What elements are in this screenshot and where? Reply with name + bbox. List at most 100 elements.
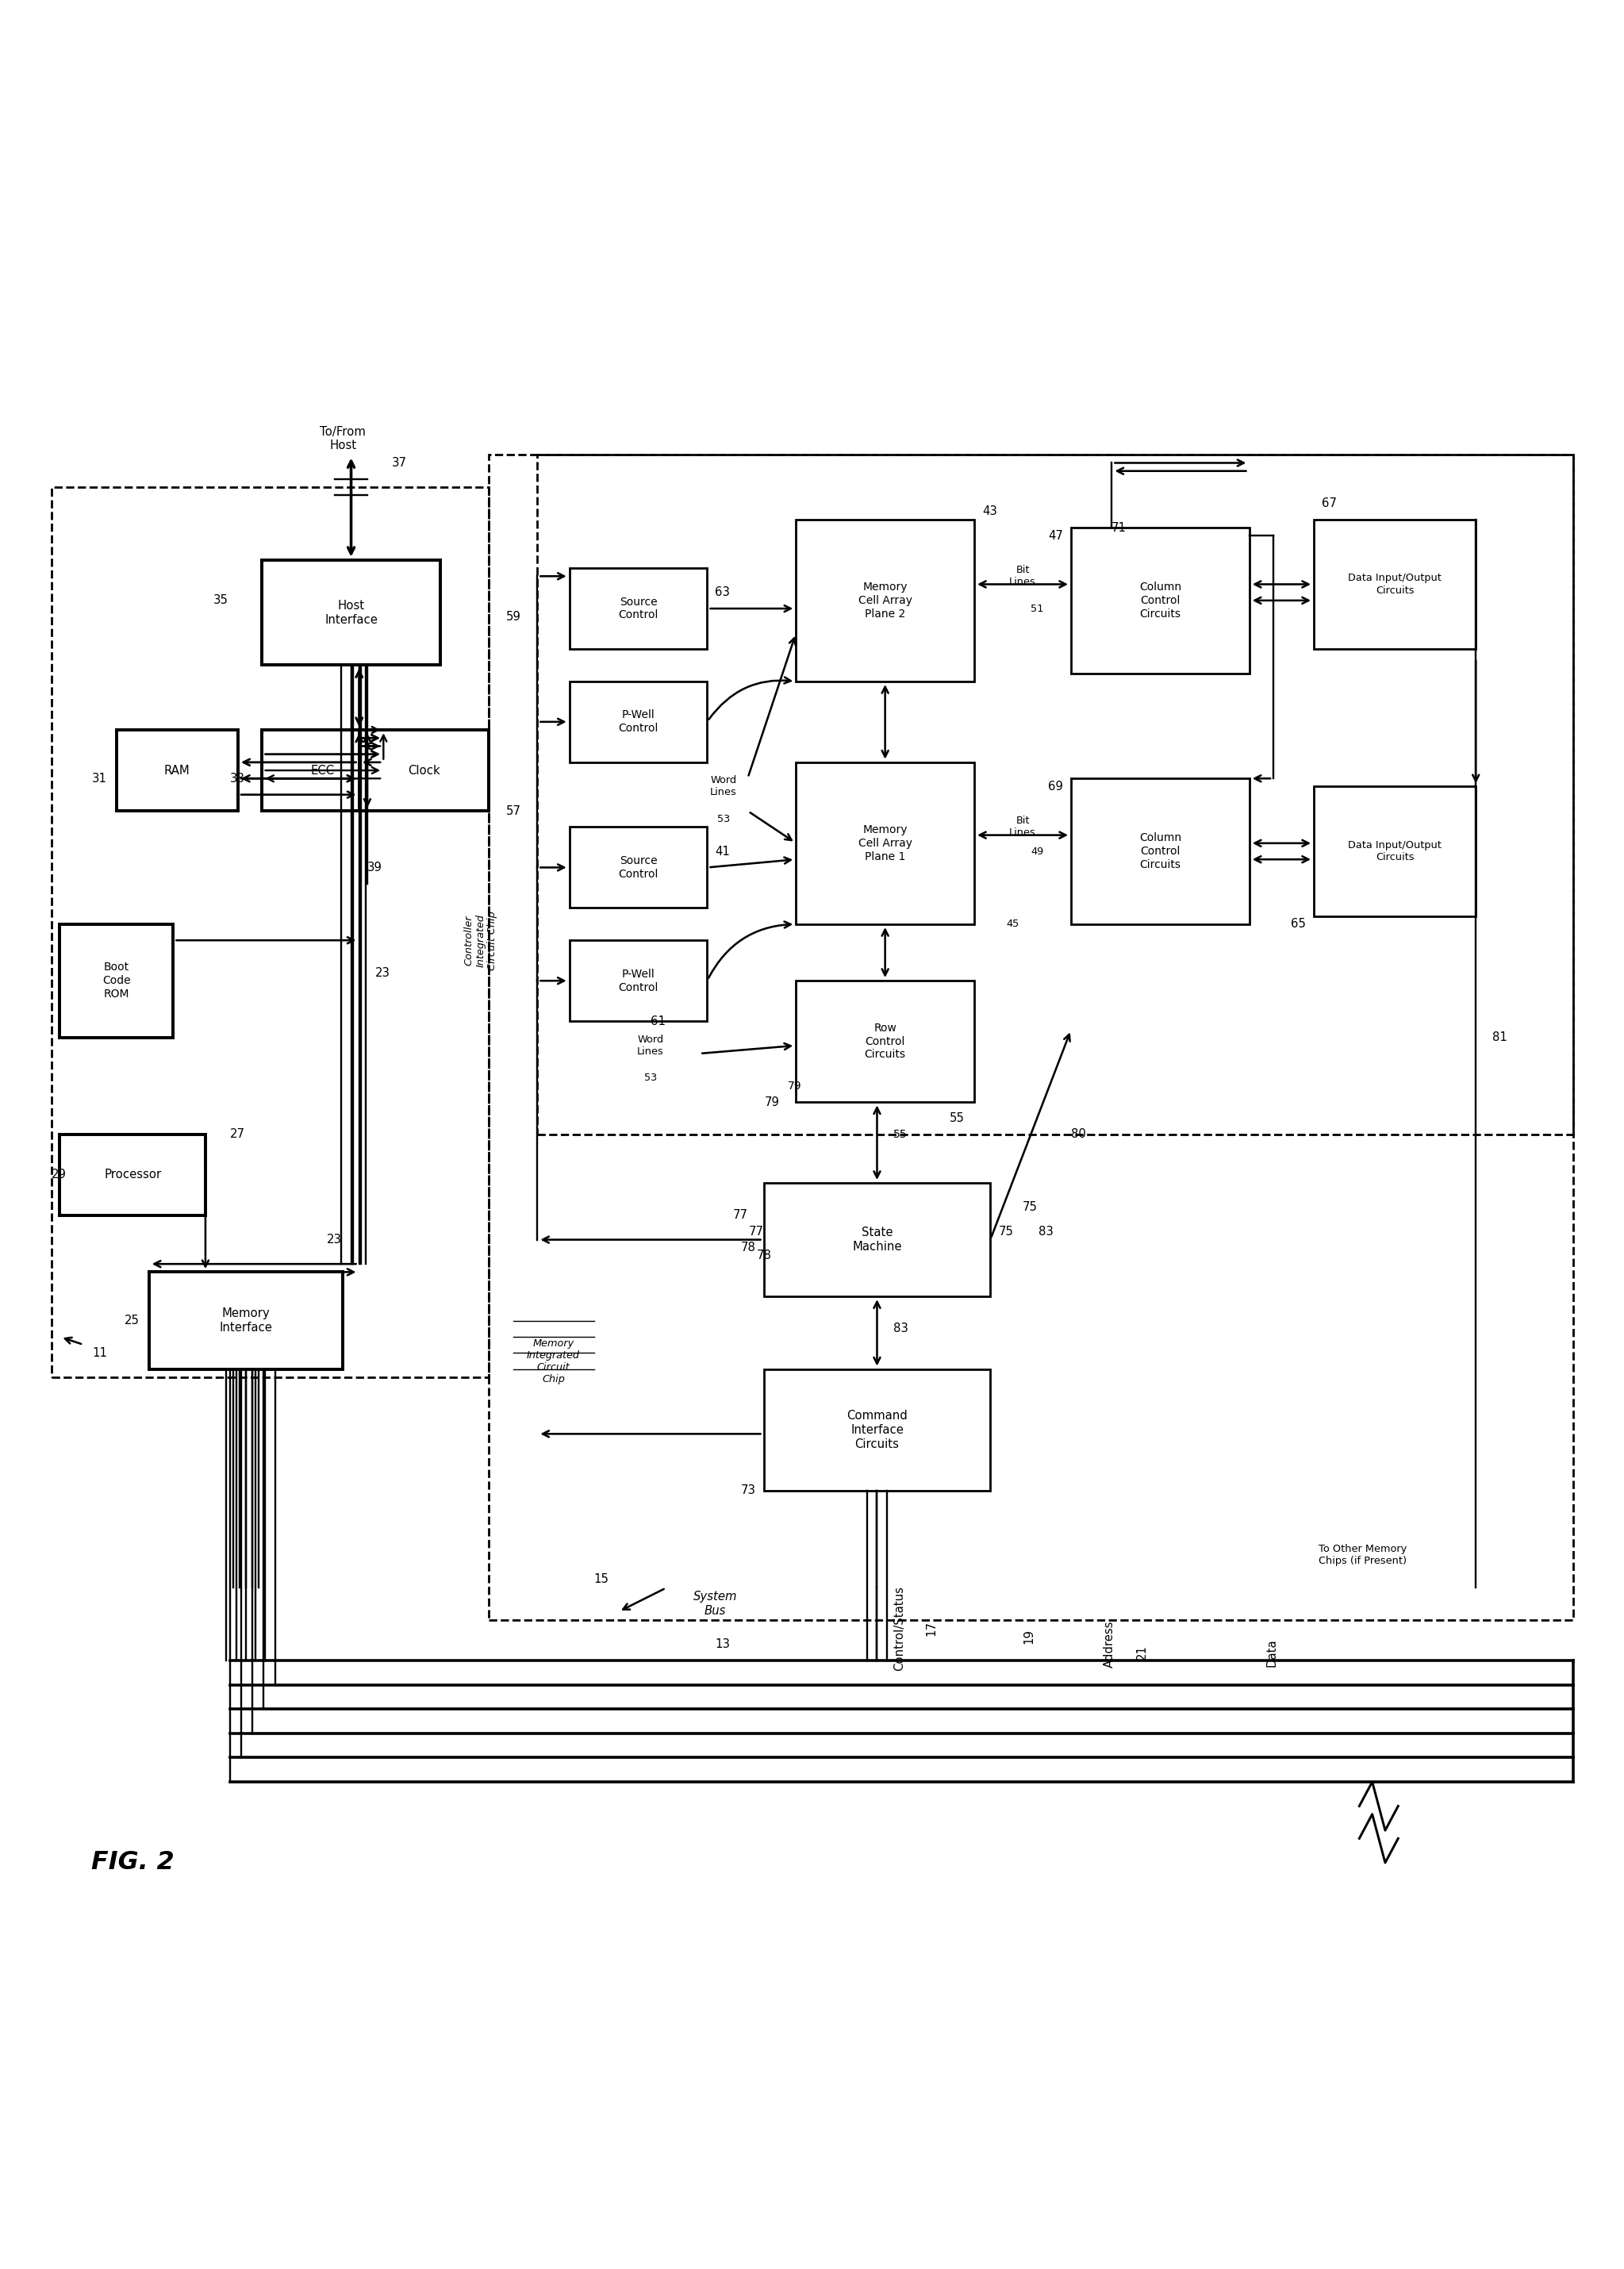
Text: Source
Control: Source Control: [619, 855, 658, 880]
Text: 73: 73: [741, 1484, 755, 1498]
Text: 61: 61: [650, 1014, 666, 1028]
Text: 75: 75: [999, 1225, 1013, 1237]
Bar: [796, 762, 974, 923]
Text: 29: 29: [52, 1169, 67, 1180]
Bar: [570, 939, 706, 1021]
Text: Column
Control
Circuits: Column Control Circuits: [1138, 581, 1181, 619]
Text: 83: 83: [1038, 1225, 1054, 1237]
Text: 81: 81: [1491, 1032, 1507, 1044]
Text: To/From
Host: To/From Host: [320, 427, 365, 452]
Text: 39: 39: [367, 862, 382, 874]
Text: 45: 45: [1007, 919, 1018, 930]
Bar: [117, 731, 237, 810]
Text: 11: 11: [93, 1348, 107, 1359]
Bar: [261, 731, 383, 810]
Text: 77: 77: [732, 1209, 747, 1221]
Text: Control/Status: Control/Status: [893, 1586, 905, 1670]
Bar: [763, 1182, 991, 1296]
Bar: [149, 1273, 343, 1368]
Text: P-Well
Control: P-Well Control: [619, 710, 658, 735]
Text: 53: 53: [716, 815, 729, 824]
Bar: [60, 1134, 205, 1216]
Text: 43: 43: [983, 506, 997, 517]
Text: 78: 78: [757, 1250, 771, 1262]
Bar: [538, 454, 1572, 1134]
Text: Host
Interface: Host Interface: [325, 599, 377, 626]
Text: 49: 49: [1030, 846, 1043, 855]
Bar: [1070, 778, 1249, 923]
Text: 77: 77: [749, 1225, 763, 1237]
Text: 47: 47: [1047, 529, 1062, 542]
Text: Memory
Interface: Memory Interface: [219, 1307, 273, 1334]
Text: 80: 80: [1070, 1128, 1086, 1141]
Bar: [489, 454, 1572, 1620]
Bar: [796, 520, 974, 681]
Text: 21: 21: [1135, 1645, 1148, 1661]
Text: Word
Lines: Word Lines: [710, 776, 736, 799]
Bar: [1314, 520, 1475, 649]
Text: 19: 19: [1021, 1629, 1034, 1643]
Text: Source
Control: Source Control: [619, 597, 658, 622]
Text: To Other Memory
Chips (if Present): To Other Memory Chips (if Present): [1319, 1545, 1406, 1566]
Bar: [763, 1368, 991, 1491]
Text: 55: 55: [893, 1130, 906, 1139]
Text: Bit
Lines: Bit Lines: [1009, 565, 1036, 588]
Bar: [570, 826, 706, 908]
Text: System
Bus: System Bus: [693, 1591, 737, 1616]
Text: 65: 65: [1291, 919, 1306, 930]
Text: 13: 13: [715, 1638, 731, 1650]
Bar: [52, 488, 489, 1377]
Text: Controller
Integrated
Circuit Chip: Controller Integrated Circuit Chip: [463, 910, 497, 969]
Text: 27: 27: [229, 1128, 245, 1141]
Text: Bit
Lines: Bit Lines: [1009, 817, 1036, 837]
Text: Data Input/Output
Circuits: Data Input/Output Circuits: [1348, 574, 1440, 594]
Text: Command
Interface
Circuits: Command Interface Circuits: [846, 1409, 908, 1450]
Text: 69: 69: [1047, 781, 1062, 792]
Text: 17: 17: [926, 1620, 937, 1636]
Bar: [1314, 787, 1475, 917]
Text: 75: 75: [1021, 1200, 1038, 1214]
Text: Address: Address: [1103, 1620, 1116, 1668]
Text: 53: 53: [643, 1073, 656, 1082]
Text: Row
Control
Circuits: Row Control Circuits: [864, 1023, 906, 1060]
Text: 37: 37: [391, 456, 406, 470]
Text: Column
Control
Circuits: Column Control Circuits: [1138, 833, 1181, 869]
Text: Boot
Code
ROM: Boot Code ROM: [102, 962, 130, 1001]
Text: Memory
Cell Array
Plane 1: Memory Cell Array Plane 1: [857, 824, 911, 862]
Text: 79: 79: [765, 1096, 780, 1107]
Text: Memory
Integrated
Circuit
Chip: Memory Integrated Circuit Chip: [526, 1339, 580, 1384]
Text: State
Machine: State Machine: [853, 1228, 901, 1252]
Text: Clock: Clock: [408, 765, 440, 776]
Text: 63: 63: [715, 585, 731, 599]
Bar: [359, 731, 489, 810]
Text: Data Input/Output
Circuits: Data Input/Output Circuits: [1348, 840, 1440, 862]
Text: 59: 59: [505, 610, 521, 622]
Text: 79: 79: [788, 1080, 802, 1091]
Text: Word
Lines: Word Lines: [637, 1035, 664, 1057]
Text: 15: 15: [594, 1575, 609, 1586]
Bar: [261, 560, 440, 665]
Text: 31: 31: [93, 771, 107, 785]
Text: Data: Data: [1265, 1638, 1276, 1665]
Text: 25: 25: [125, 1314, 140, 1327]
Text: P-Well
Control: P-Well Control: [619, 969, 658, 994]
Text: Memory
Cell Array
Plane 2: Memory Cell Array Plane 2: [857, 581, 911, 619]
Text: RAM: RAM: [164, 765, 190, 776]
Bar: [1070, 529, 1249, 674]
Text: 83: 83: [893, 1323, 908, 1334]
Bar: [796, 980, 974, 1103]
Text: 57: 57: [505, 805, 521, 817]
Bar: [570, 567, 706, 649]
Bar: [60, 923, 174, 1037]
Text: 23: 23: [326, 1234, 341, 1246]
Text: 71: 71: [1111, 522, 1127, 533]
Text: 51: 51: [1030, 604, 1043, 613]
Text: 78: 78: [741, 1241, 755, 1255]
Text: 41: 41: [715, 846, 729, 858]
Text: 55: 55: [950, 1112, 965, 1123]
Text: 67: 67: [1322, 497, 1337, 508]
Text: ECC: ECC: [310, 765, 335, 776]
Text: 35: 35: [213, 594, 229, 606]
Text: Processor: Processor: [104, 1169, 161, 1180]
Text: FIG. 2: FIG. 2: [91, 1852, 174, 1874]
